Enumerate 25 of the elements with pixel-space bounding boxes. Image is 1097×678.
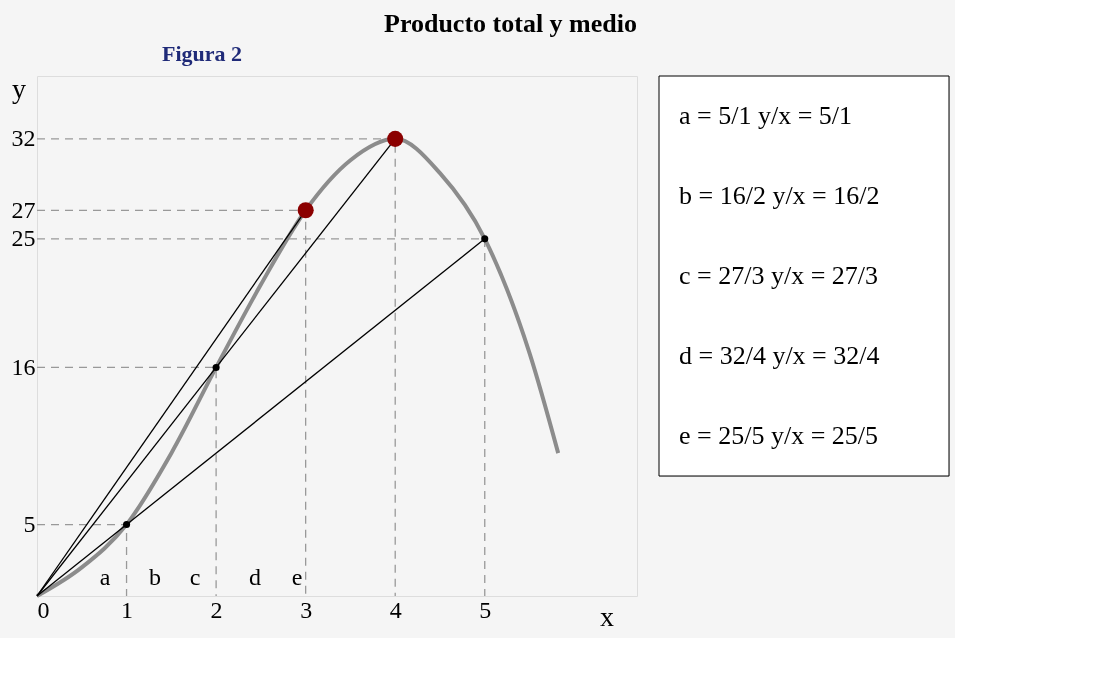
- y-tick-label: 27: [11, 196, 36, 223]
- annotation: c: [189, 564, 201, 590]
- x-axis-title: x: [600, 601, 614, 632]
- x-tick-label: 0: [37, 596, 50, 623]
- text: c = 27/3 y/x = 27/3: [679, 261, 879, 290]
- x-tick-label: 5: [479, 596, 492, 623]
- y-tick-label: 16: [11, 353, 36, 380]
- y-tick-label: 32: [11, 125, 36, 152]
- text: e = 25/5 y/x = 25/5: [679, 421, 879, 450]
- x-tick-label: 3: [300, 596, 313, 623]
- x-tick-label: 1: [121, 596, 134, 623]
- y-axis-title: y: [12, 73, 26, 104]
- annotation: b: [149, 564, 161, 590]
- annotation: a: [99, 564, 111, 590]
- y-tick-label: 25: [11, 225, 36, 252]
- annotation: e: [291, 564, 303, 590]
- chart-title: Producto total y medio: [384, 9, 637, 38]
- text: b = 16/2 y/x = 16/2: [679, 181, 880, 210]
- annotation: d: [249, 564, 261, 590]
- x-tick-label: 4: [389, 596, 402, 623]
- y-tick-label: 5: [23, 511, 36, 538]
- text: d = 32/4 y/x = 32/4: [679, 341, 880, 370]
- text: Figura 2: [162, 41, 243, 66]
- x-tick-label: 2: [210, 596, 223, 623]
- text: a = 5/1 y/x = 5/1: [679, 101, 853, 130]
